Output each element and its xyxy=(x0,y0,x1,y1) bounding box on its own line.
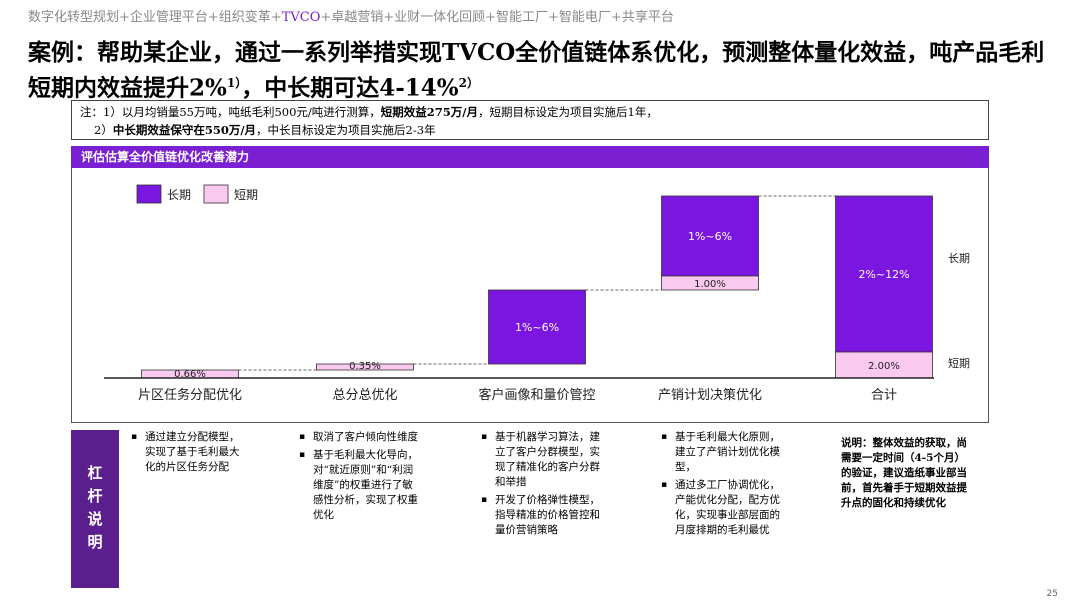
bar-label-long-4: 1%~6% xyxy=(688,230,732,243)
lever-item: 通过多工厂协调优化，产能优化分配，配方优化，实现事业部层面的月度排期的毛利最优 xyxy=(661,478,783,538)
bar-label-short-5: 2.00% xyxy=(868,361,900,372)
lever-item: 通过建立分配模型，实现了基于毛利最大化的片区任务分配 xyxy=(131,430,249,475)
breadcrumb-nav: 数字化转型规划+企业管理平台+组织变革+TVCO+卓越营销+业财一体化回顾+智能… xyxy=(28,6,674,25)
nav-before: 数字化转型规划+企业管理平台+组织变革+ xyxy=(28,10,282,25)
page-title: 案例：帮助某企业，通过一系列举措实现TVCO全价值链体系优化，预测整体量化效益，… xyxy=(28,38,1058,104)
category-label-3: 客户画像和量价管控 xyxy=(478,387,595,403)
lever-column-2: 取消了客户倾向性维度 基于毛利最大化导向，对“就近原则”和“利润维度”的权重进行… xyxy=(299,430,421,526)
bar-label-short-4: 1.00% xyxy=(694,279,726,290)
section-band-title: 评估估算全价值链优化改善潜力 xyxy=(71,146,989,168)
legend-swatch-long xyxy=(136,184,162,204)
category-label-1: 片区任务分配优化 xyxy=(138,387,242,403)
title-sup1: 1） xyxy=(226,76,242,90)
lever-char-2: 杆 xyxy=(87,487,103,505)
bar-label-long-5: 2%~12% xyxy=(858,268,909,281)
lever-item: 基于毛利最大化导向，对“就近原则”和“利润维度”的权重进行了敏感性分析，实现了权… xyxy=(299,448,421,523)
lever-char-1: 杠 xyxy=(87,464,103,482)
lever-item: 开发了价格弹性模型，指导精准的价格管控和量价营销策略 xyxy=(481,493,609,538)
title-mid: ，中长期可达4-14% xyxy=(241,74,459,102)
page-number: 25 xyxy=(1046,589,1058,599)
summary-note: 说明：整体效益的获取，尚需要一定时间（4-5个月）的验证，建议造纸事业部当前，首… xyxy=(841,437,967,509)
lever-column-1: 通过建立分配模型，实现了基于毛利最大化的片区任务分配 xyxy=(131,430,249,478)
lever-char-4: 明 xyxy=(87,533,103,551)
bar-long-5 xyxy=(835,195,933,353)
bar-short-4 xyxy=(661,275,759,291)
title-sup2: 2） xyxy=(458,76,479,90)
right-label-long: 长期 xyxy=(948,252,970,265)
bar-label-short-1: 0.66% xyxy=(174,369,206,380)
lever-item: 基于毛利最大化原则，建立了产销计划优化模型， xyxy=(661,430,783,475)
note2-c: ，中长目标设定为项目实施后2-3年 xyxy=(256,123,436,137)
note-line-2: 2）中长期效益保守在550万/月，中长目标设定为项目实施后2-3年 xyxy=(80,121,980,139)
bar-long-3 xyxy=(488,289,586,365)
lever-section: 杠 杆 说 明 通过建立分配模型，实现了基于毛利最大化的片区任务分配 取消了客户… xyxy=(71,430,1061,590)
nav-highlight: TVCO xyxy=(281,10,321,25)
legend-swatch-short xyxy=(203,184,229,204)
lever-item: 基于机器学习算法，建立了客户分群模型，实现了精准化的客户分群和举措 xyxy=(481,430,609,490)
legend-label-short: 短期 xyxy=(234,188,258,202)
lever-label: 杠 杆 说 明 xyxy=(71,430,119,588)
note2-b: 中长期效益保守在550万/月 xyxy=(112,123,257,137)
bar-short-5 xyxy=(835,351,933,379)
lever-item: 取消了客户倾向性维度 xyxy=(299,430,421,445)
category-label-5: 合计 xyxy=(871,388,897,403)
title-main: 案例：帮助某企业，通过一系列举措实现TVCO全价值链体系优化，预测整体量化效益，… xyxy=(28,39,1045,102)
note1-c: ，短期目标设定为项目实施后1年， xyxy=(478,105,658,119)
category-label-2: 总分总优化 xyxy=(332,388,397,403)
nav-after: +卓越营销+业财一体化回顾+智能工厂+智能电厂+共享平台 xyxy=(320,10,674,25)
note1-b: 短期效益275万/月 xyxy=(380,105,478,119)
legend-label-long: 长期 xyxy=(167,188,191,202)
lever-char-3: 说 xyxy=(87,510,103,528)
category-label-4: 产销计划决策优化 xyxy=(658,387,762,403)
bar-short-2 xyxy=(316,363,414,371)
chart-frame xyxy=(71,168,989,423)
bar-label-short-2: 0.35% xyxy=(349,361,381,372)
bar-long-4 xyxy=(661,195,759,277)
bar-label-long-3: 1%~6% xyxy=(515,321,559,334)
note-line-1: 注：1）以月均销量55万吨，吨纸毛利500元/吨进行测算，短期效益275万/月，… xyxy=(80,103,980,121)
lever-column-4: 基于毛利最大化原则，建立了产销计划优化模型， 通过多工厂协调优化，产能优化分配，… xyxy=(661,430,783,541)
note2-a: 2） xyxy=(94,123,113,137)
notes-box: 注：1）以月均销量55万吨，吨纸毛利500元/吨进行测算，短期效益275万/月，… xyxy=(71,100,989,140)
note1-a: 注：1）以月均销量55万吨，吨纸毛利500元/吨进行测算， xyxy=(80,105,381,119)
right-label-short: 短期 xyxy=(948,356,970,370)
lever-column-3: 基于机器学习算法，建立了客户分群模型，实现了精准化的客户分群和举措 开发了价格弹… xyxy=(481,430,609,541)
